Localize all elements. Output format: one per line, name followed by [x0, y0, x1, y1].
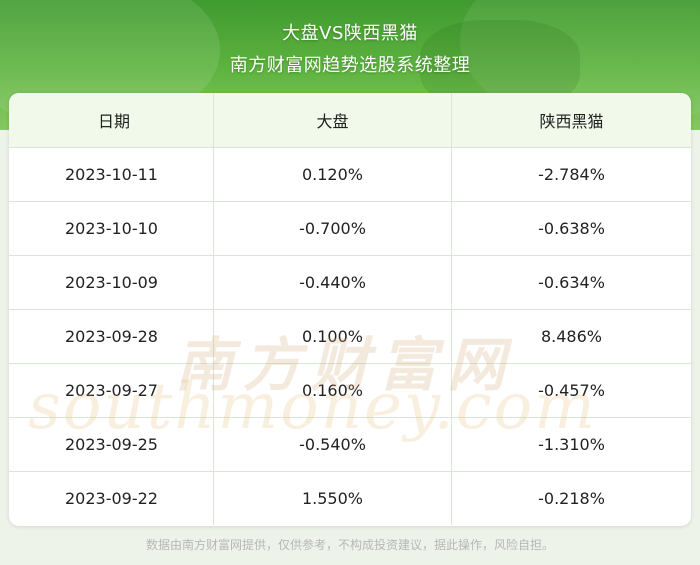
table-header-row: 日期 大盘 陕西黑猫 [9, 93, 691, 148]
stock-change-cell: -0.634% [538, 272, 605, 292]
stock-change-cell: -2.784% [538, 164, 605, 184]
market-change-cell: -0.700% [214, 201, 452, 255]
date-cell: 2023-09-28 [9, 309, 214, 363]
date-cell: 2023-10-09 [9, 255, 214, 309]
stock-change-cell: 8.486% [540, 326, 602, 346]
table-row: 2023-09-25 -0.540% -1.310% [9, 417, 691, 472]
stock-change-cell: -0.638% [538, 218, 605, 238]
page-subtitle: 南方财富网趋势选股系统整理 [229, 55, 471, 76]
table-row: 2023-09-28 0.100% 8.486% [9, 309, 691, 364]
date-cell: 2023-09-27 [9, 363, 214, 417]
footer-disclaimer: 数据由南方财富网提供，仅供参考，不构成投资建议，据此操作，风险自担。 [145, 538, 554, 552]
date-cell: 2023-09-22 [9, 471, 214, 525]
market-change-cell: 0.100% [214, 309, 452, 363]
market-change-cell: 1.550% [214, 471, 452, 525]
table-row: 2023-10-11 0.120% -2.784% [9, 147, 691, 202]
table-row: 2023-10-10 -0.700% -0.638% [9, 201, 691, 256]
stock-change-cell: -0.218% [538, 488, 605, 508]
market-change-cell: 0.160% [214, 363, 452, 417]
table-row: 2023-09-27 0.160% -0.457% [9, 363, 691, 418]
market-change-cell: -0.540% [214, 417, 452, 471]
date-cell: 2023-10-11 [9, 147, 214, 201]
column-header-stock: 陕西黑猫 [539, 112, 604, 131]
table-row: 2023-10-09 -0.440% -0.634% [9, 255, 691, 310]
market-change-cell: 0.120% [214, 147, 452, 201]
date-cell: 2023-10-10 [9, 201, 214, 255]
page-title: 大盘VS陕西黑猫 [282, 23, 418, 44]
comparison-table: 日期 大盘 陕西黑猫 2023-10-11 0.120% -2.784% 202… [9, 93, 691, 526]
table-row: 2023-09-22 1.550% -0.218% [9, 471, 691, 525]
header-banner: 大盘VS陕西黑猫 南方财富网趋势选股系统整理 [0, 0, 700, 130]
column-header-market: 大盘 [214, 93, 452, 147]
date-cell: 2023-09-25 [9, 417, 214, 471]
stock-change-cell: -1.310% [538, 434, 605, 454]
market-change-cell: -0.440% [214, 255, 452, 309]
stock-change-cell: -0.457% [538, 380, 605, 400]
column-header-date: 日期 [9, 93, 214, 147]
